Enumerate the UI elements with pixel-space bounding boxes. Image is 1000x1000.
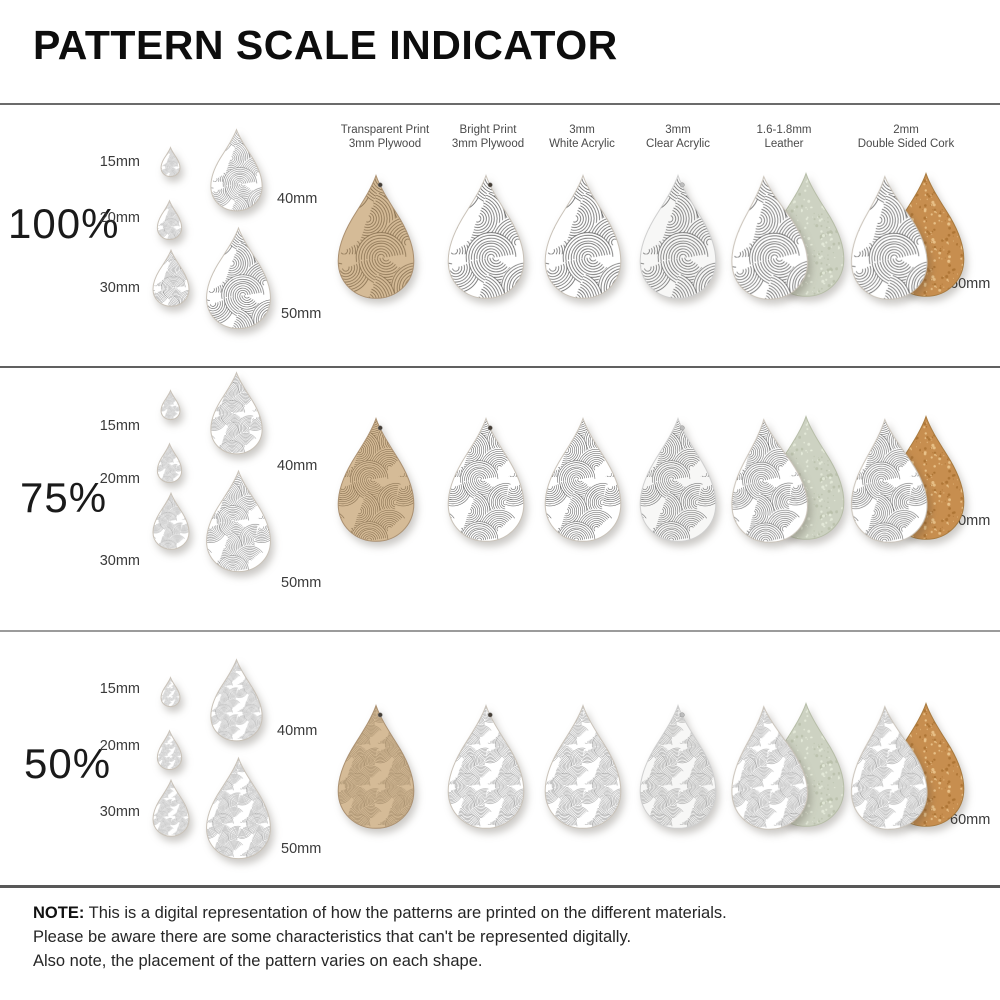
size-label-40mm: 40mm [277,458,318,474]
material-drop-leather-front [722,701,815,834]
material-drop-white-acrylic [541,173,625,300]
sample-drop-40mm [208,128,265,212]
sample-drop-20mm [156,730,183,770]
material-drop-clear-acrylic [636,416,720,543]
size-label-15mm: 15mm [99,681,140,697]
size-label-40mm: 40mm [277,723,318,739]
size-label-60mm: 60mm [950,812,991,828]
sample-drop-15mm [160,677,181,707]
material-drop-white-acrylic [541,416,625,543]
sample-drop-15mm [160,390,181,420]
size-label-20mm: 20mm [99,471,140,487]
material-drop-clear-acrylic [636,703,720,830]
sample-drop-50mm [203,756,274,860]
column-header-cork: 2mm Double Sided Cork [857,124,955,150]
column-header-bright-print-plywood: Bright Print 3mm Plywood [451,124,525,150]
column-header-transparent-print-plywood: Transparent Print 3mm Plywood [340,124,430,150]
material-drop-transparent-print-plywood [334,416,418,543]
material-drop-transparent-print-plywood [334,173,418,300]
sample-drop-20mm [156,200,183,240]
sample-drop-30mm [151,779,191,837]
divider-bottom [0,885,1000,888]
column-header-white-acrylic: 3mm White Acrylic [549,124,615,150]
size-label-60mm: 60mm [950,276,991,292]
divider-row2-row3 [0,630,1000,632]
note-label: NOTE: [33,904,85,922]
size-label-50mm: 50mm [281,575,322,591]
scale-label-100: 100% [8,200,120,247]
material-drop-cork-front [843,172,934,303]
sample-drop-15mm [160,147,181,177]
page-title: PATTERN SCALE INDICATOR [33,22,618,68]
sample-drop-30mm [151,249,191,307]
material-drop-leather-front [722,171,815,304]
material-drop-leather-front [722,414,815,547]
size-label-20mm: 20mm [99,210,140,226]
column-header-clear-acrylic: 3mm Clear Acrylic [646,124,710,150]
divider-row1-row2 [0,366,1000,368]
size-label-20mm: 20mm [99,738,140,754]
size-label-30mm: 30mm [99,804,140,820]
note-text: NOTE: This is a digital representation o… [33,904,727,970]
divider-top [0,103,1000,105]
material-drop-transparent-print-plywood [334,703,418,830]
size-label-50mm: 50mm [281,306,322,322]
scale-label-50: 50% [24,740,112,787]
sample-drop-20mm [156,443,183,483]
material-drop-cork-front [843,702,934,833]
sample-drop-40mm [208,658,265,742]
material-drop-bright-print-plywood [444,703,528,830]
size-label-30mm: 30mm [99,553,140,569]
scale-label-75: 75% [20,474,108,521]
material-drop-cork-front [843,415,934,546]
material-drop-white-acrylic [541,703,625,830]
size-label-40mm: 40mm [277,191,318,207]
size-label-15mm: 15mm [99,418,140,434]
size-label-30mm: 30mm [99,280,140,296]
sample-drop-50mm [203,469,274,573]
material-drop-clear-acrylic [636,173,720,300]
sample-drop-30mm [151,492,191,550]
material-drop-bright-print-plywood [444,173,528,300]
sample-drop-40mm [208,371,265,455]
column-header-leather: 1.6-1.8mm Leather [756,124,812,150]
size-label-50mm: 50mm [281,841,322,857]
material-drop-bright-print-plywood [444,416,528,543]
size-label-15mm: 15mm [99,154,140,170]
sample-drop-50mm [203,226,274,330]
